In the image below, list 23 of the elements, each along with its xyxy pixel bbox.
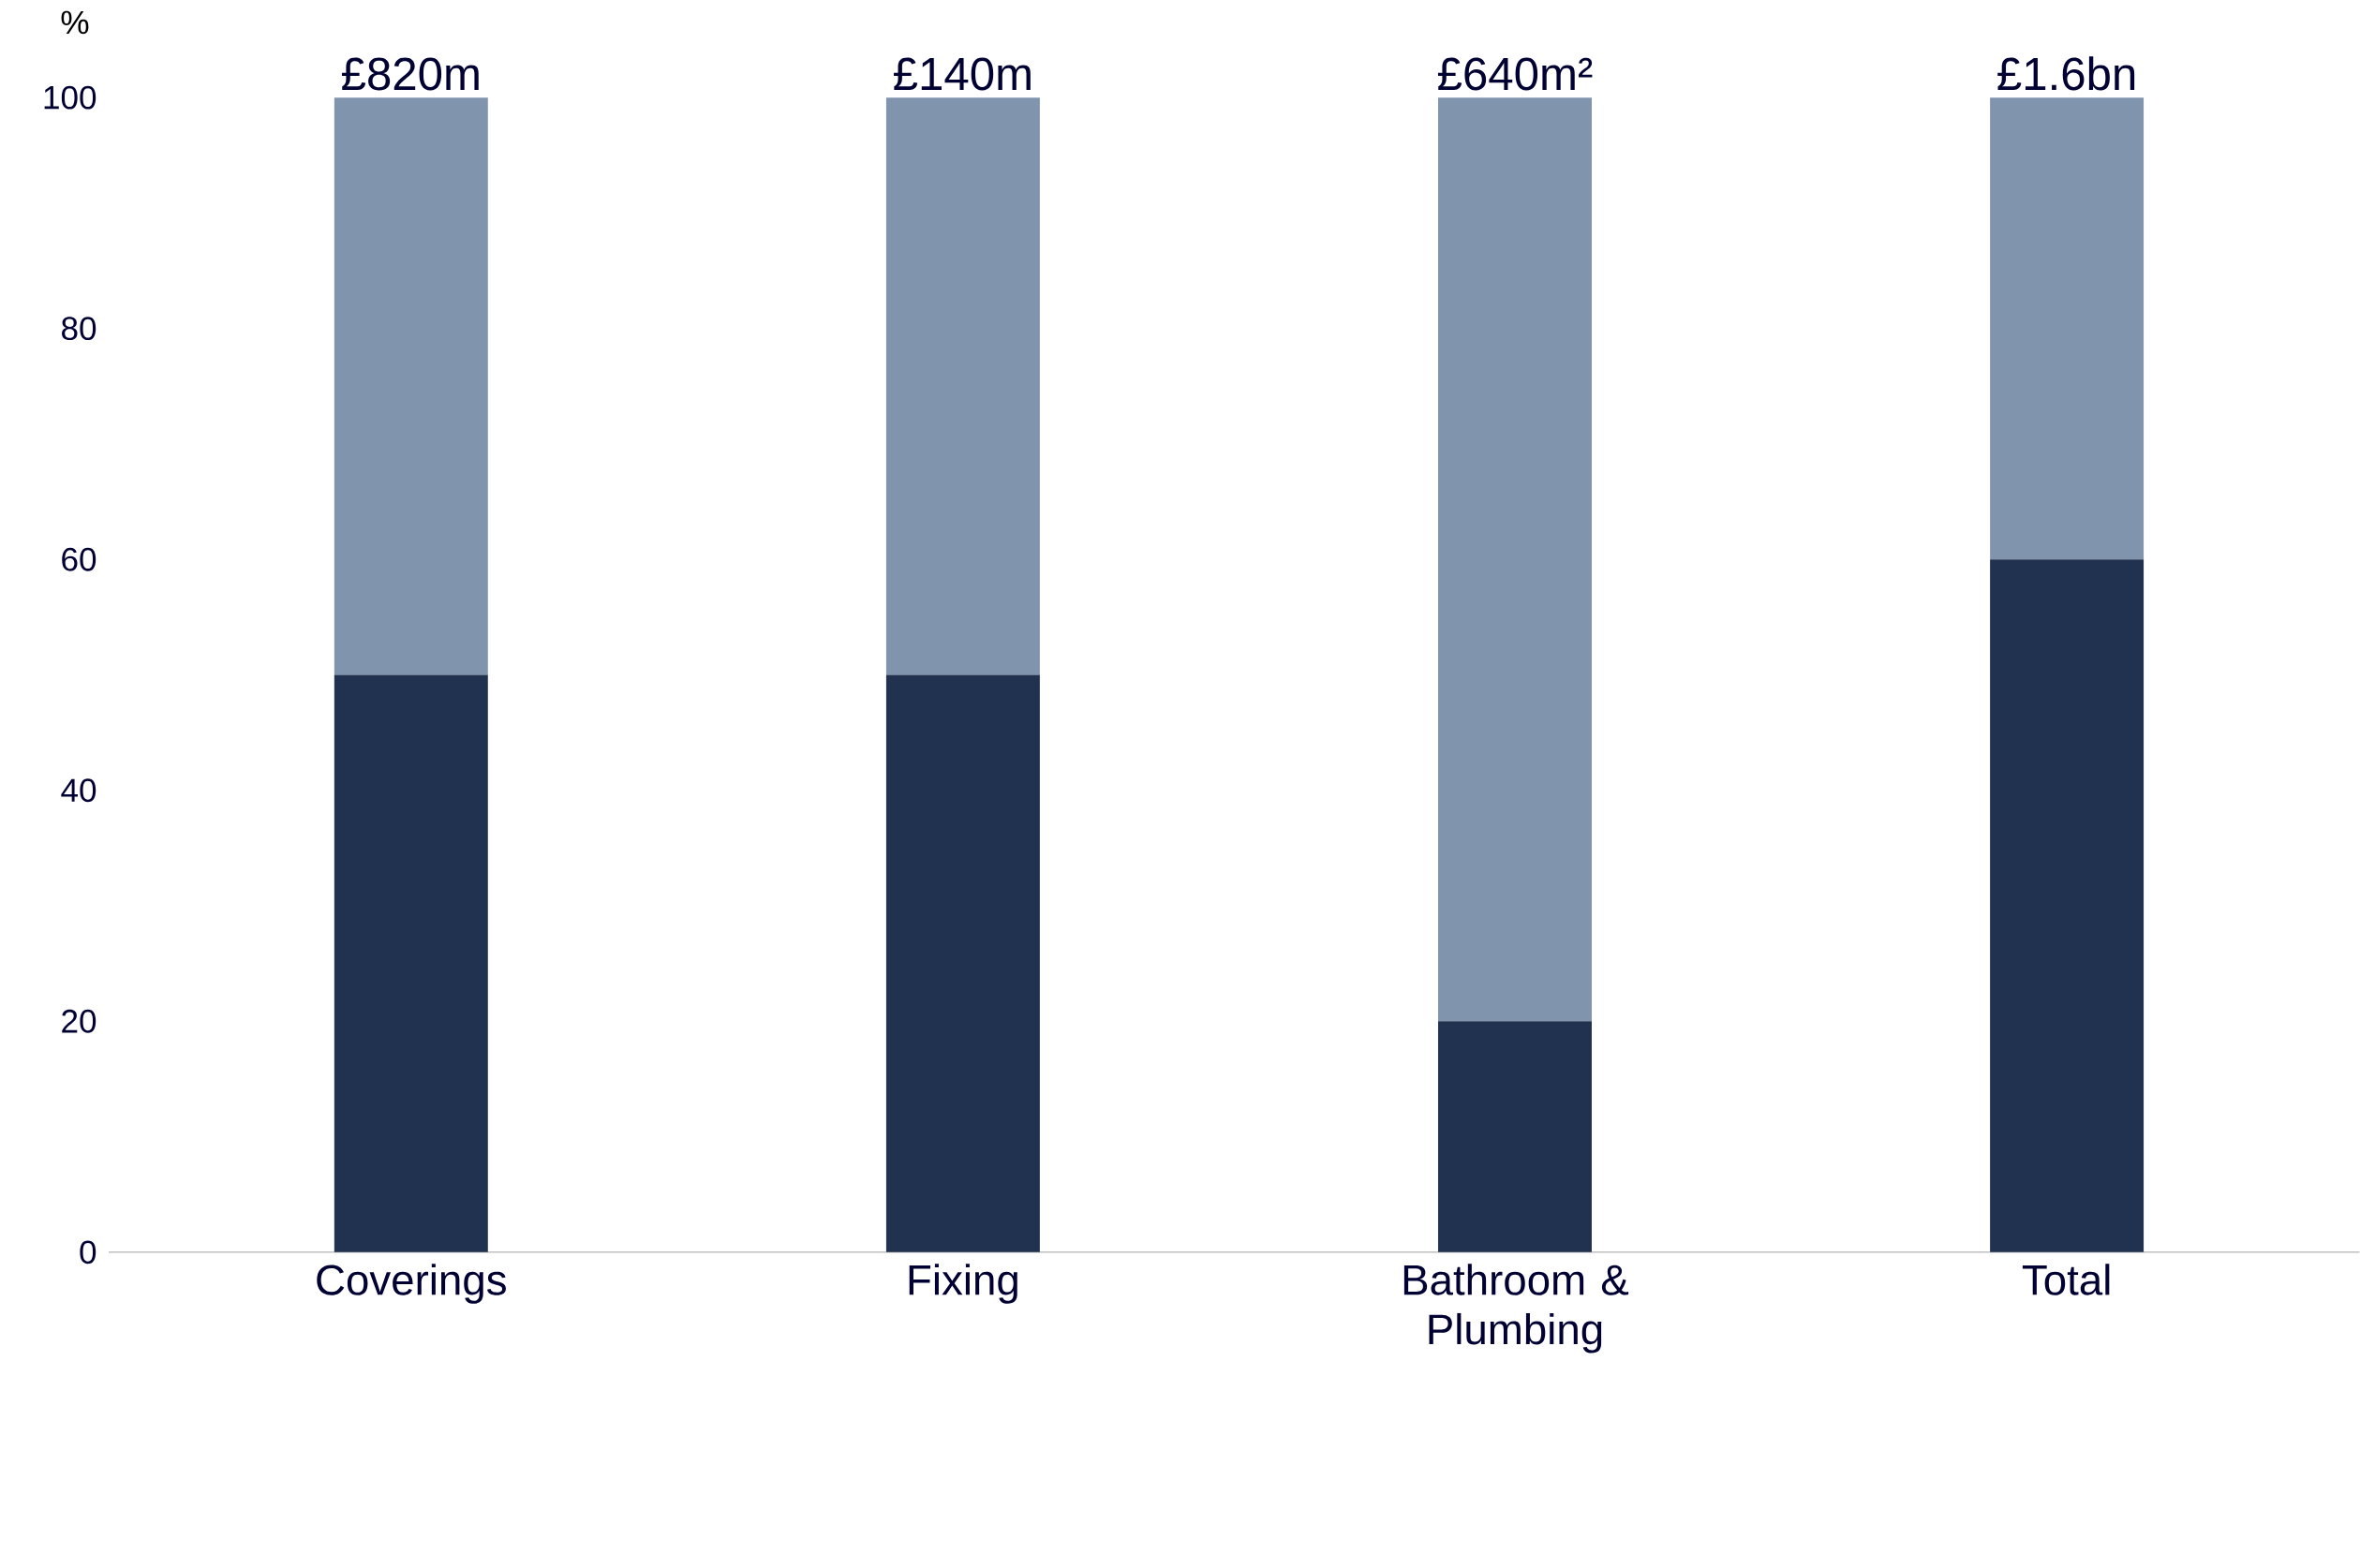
bar [334,97,488,675]
y-tick-label: 100 [44,85,96,110]
bar [1438,1021,1592,1252]
x-tick-label: Bathroom & Plumbing [1403,1264,1629,1354]
y-tick-label: 0 [80,1240,96,1265]
annotation: £1.6bn [1997,56,2135,91]
bar [885,97,1040,675]
y-tick-label: 40 [61,778,96,803]
y-tick-label: 20 [62,1009,96,1033]
bar [1438,97,1592,1022]
x-tick-label: Fixing [909,1264,1017,1304]
annotation: £140m [894,57,1031,91]
bar [885,674,1040,1252]
y-axis-title: % [61,10,89,35]
x-tick-label: Coverings [317,1264,506,1304]
y-tick-label: 80 [62,317,96,341]
bar [1990,97,2145,560]
annotation: £640m² [1437,57,1593,91]
y-tick-label: 60 [62,547,96,571]
annotation: £820m [341,57,479,91]
bar [1990,559,2145,1252]
x-tick-label: Total [2022,1264,2110,1295]
bar [334,674,488,1252]
